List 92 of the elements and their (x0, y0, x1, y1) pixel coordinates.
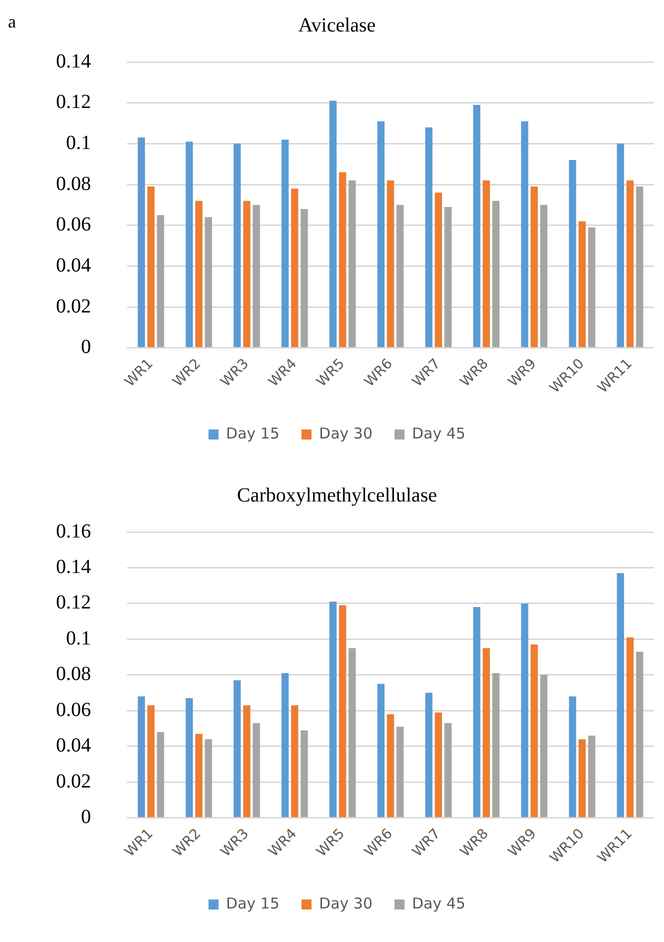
bar (282, 140, 289, 348)
y-tick-label: 0.12 (56, 91, 91, 114)
text: a (8, 12, 16, 32)
y-tick-label: 0.06 (56, 698, 91, 721)
y-tick-label: 0.02 (56, 295, 91, 318)
bar (521, 121, 528, 348)
y-tick-label: 0.02 (56, 770, 91, 792)
bar (434, 712, 442, 818)
bar (386, 180, 394, 348)
y-tick-label: 0.14 (56, 50, 91, 72)
bar (578, 221, 586, 348)
bar (195, 200, 202, 348)
bar (339, 605, 346, 818)
bar (252, 204, 260, 348)
y-tick-label: 0.08 (56, 663, 91, 686)
bar (186, 142, 193, 348)
bar (636, 652, 644, 818)
bar (473, 104, 480, 348)
bar (339, 172, 346, 348)
bar (377, 684, 385, 818)
bar (300, 209, 308, 348)
bar (492, 200, 500, 348)
bar (626, 637, 634, 818)
bar (186, 698, 193, 818)
bar (243, 705, 250, 818)
bar (482, 180, 490, 348)
legend-label: Day 15 (226, 894, 280, 912)
bar (636, 186, 644, 348)
bar (147, 705, 155, 818)
bar (234, 680, 241, 818)
legend-label: Day 45 (412, 424, 466, 442)
bar (540, 204, 548, 348)
y-tick-label: 0.08 (56, 172, 91, 195)
bar (568, 160, 576, 348)
bar (291, 188, 298, 348)
chart-title: Carboxylmethylcellulase (237, 484, 438, 506)
y-tick-label: 0.06 (56, 214, 91, 236)
y-tick-label: 0.16 (56, 520, 91, 542)
legend-label: Day 30 (319, 424, 372, 442)
bar (204, 739, 212, 818)
y-tick-label: 0.04 (56, 734, 91, 757)
y-tick-label: 0.12 (56, 592, 91, 614)
bar (616, 144, 624, 348)
bar (492, 673, 500, 818)
bar (252, 723, 260, 818)
y-tick-label: 0.14 (56, 556, 91, 578)
y-tick-label: 0.1 (66, 627, 91, 650)
bar (138, 696, 145, 818)
y-tick-label: 0 (81, 806, 91, 828)
bar (348, 180, 356, 348)
bar (588, 227, 596, 348)
bar (386, 714, 394, 818)
bar (530, 644, 538, 818)
bar (444, 723, 452, 818)
bar (291, 705, 298, 818)
chart-title: Avicelase (298, 14, 376, 36)
bar (482, 648, 490, 818)
bar (425, 127, 432, 348)
bar (540, 674, 548, 818)
bar (243, 200, 250, 348)
bar (578, 739, 586, 818)
bar (530, 186, 538, 348)
bar (234, 144, 241, 348)
bar (195, 734, 202, 818)
bar (377, 121, 385, 348)
y-tick-label: 0.1 (66, 132, 91, 154)
bar (616, 573, 624, 818)
bar (626, 180, 634, 348)
bar (568, 696, 576, 818)
bar (156, 215, 164, 348)
bar (329, 602, 337, 818)
bar (434, 192, 442, 348)
legend-label: Day 15 (226, 424, 280, 442)
bar (444, 206, 452, 348)
y-tick-label: 0 (81, 336, 91, 358)
legend-label: Day 30 (319, 894, 372, 912)
bar (329, 100, 337, 348)
legend-label: Day 45 (412, 894, 466, 912)
bar (300, 730, 308, 818)
bar (204, 217, 212, 348)
bar (138, 138, 145, 348)
y-tick-label: 0.04 (56, 254, 91, 276)
bar (396, 726, 404, 818)
bar (147, 186, 155, 348)
bar (156, 732, 164, 818)
bar (588, 736, 596, 818)
bar (282, 673, 289, 818)
bar (473, 607, 480, 818)
bar (521, 603, 528, 818)
bar (425, 692, 432, 818)
bar (396, 204, 404, 348)
bar (348, 648, 356, 818)
